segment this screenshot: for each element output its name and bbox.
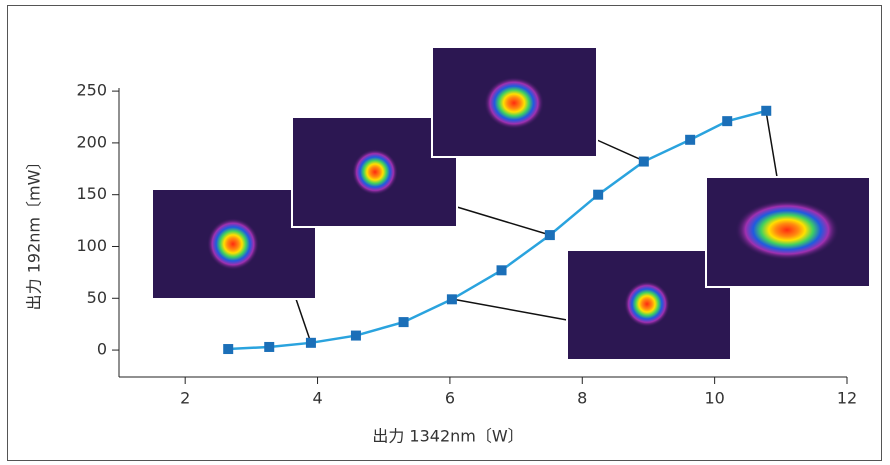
beam-images — [151, 46, 871, 361]
leader-line — [765, 110, 778, 178]
marker — [544, 230, 555, 241]
beam-image — [705, 176, 871, 288]
leader-line — [456, 206, 551, 236]
y-axis-label: 出力 192nm〔mW〕 — [25, 154, 44, 311]
marker — [398, 317, 409, 328]
marker — [305, 337, 316, 348]
y-tick-label: 250 — [76, 81, 107, 100]
beam-image — [151, 188, 317, 300]
frame — [7, 5, 882, 461]
marker — [223, 344, 234, 355]
x-tick-label: 2 — [180, 389, 190, 408]
beam-image — [566, 249, 732, 361]
marker — [496, 265, 507, 276]
marker — [722, 116, 733, 127]
x-tick-label: 6 — [445, 389, 455, 408]
x-tick-label: 10 — [704, 389, 724, 408]
marker — [761, 105, 772, 116]
x-tick-label: 12 — [837, 389, 857, 408]
marker — [685, 134, 696, 145]
marker — [350, 330, 361, 341]
x-tick-label: 4 — [312, 389, 322, 408]
y-tick-label: 150 — [76, 184, 107, 203]
leader-line — [295, 298, 312, 344]
y-tick-label: 100 — [76, 236, 107, 255]
marker — [446, 294, 457, 305]
y-tick-label: 0 — [97, 340, 107, 359]
y-tick-label: 200 — [76, 132, 107, 151]
axes — [112, 88, 848, 384]
marker — [593, 189, 604, 200]
marker — [264, 341, 275, 352]
x-axis-label: 出力 1342nm〔W〕 — [372, 427, 523, 446]
leader-line — [451, 298, 568, 321]
y-tick-label: 50 — [87, 288, 107, 307]
beam-image — [431, 46, 598, 158]
leader-line — [596, 139, 645, 162]
x-tick-label: 8 — [577, 389, 587, 408]
marker — [638, 156, 649, 167]
beam-image — [291, 116, 458, 228]
